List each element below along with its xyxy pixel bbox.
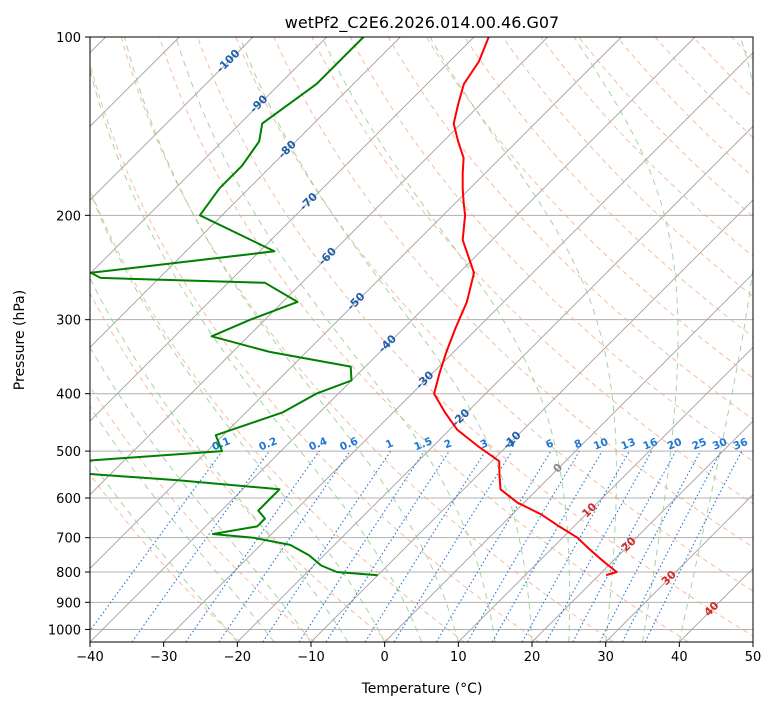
mixing-ratio-label: 8: [573, 437, 584, 451]
isotherm-label: 0: [551, 461, 566, 476]
isotherm-line: [311, 37, 775, 642]
isotherm-line: [385, 37, 775, 642]
mixing-ratio-label: 1: [384, 437, 395, 451]
moist-adiabat-line: [125, 37, 459, 642]
mixing-ratio-label: 2: [442, 437, 453, 451]
isotherm-label: -50: [344, 290, 367, 313]
mixing-ratio-label: 16: [641, 436, 659, 453]
mixing-ratio-label: 13: [619, 436, 637, 453]
moist-adiabat-line: [83, 37, 422, 642]
isotherm-label: -90: [247, 92, 270, 115]
mixing-ratio-label: 25: [690, 436, 708, 453]
mixing-ratio-label: 10: [592, 436, 610, 453]
dry-adiabat-line: [579, 37, 775, 642]
mixing-ratio-label: 20: [666, 436, 684, 453]
x-tick-label: −40: [76, 650, 103, 665]
dewpoint-profile-line: [48, 37, 378, 575]
moist-adiabat-line: [0, 37, 311, 642]
dry-adiabat-line: [350, 37, 775, 642]
dry-adiabat-line: [655, 37, 775, 642]
x-tick-label: 50: [745, 650, 762, 665]
y-tick-label: 800: [56, 566, 81, 581]
isotherm-line: [0, 37, 474, 642]
mixing-ratio-label: 30: [711, 436, 729, 453]
mixing-ratio-line: [365, 451, 485, 642]
mixing-ratio-label: 36: [732, 436, 750, 453]
profile-series: [48, 37, 617, 575]
isotherm-label: -100: [214, 47, 243, 76]
mixing-ratio-line: [326, 451, 449, 642]
x-tick-label: 0: [381, 650, 389, 665]
isotherm-label: 10: [579, 500, 599, 520]
isotherm-line: [164, 37, 769, 642]
y-tick-label: 200: [56, 209, 81, 224]
mixing-ratio-line: [436, 451, 551, 642]
isotherm-label: -20: [449, 406, 472, 429]
y-tick-label: 1000: [48, 623, 81, 638]
moist-adiabat-line: [430, 37, 617, 642]
y-tick-label: 700: [56, 532, 81, 547]
y-tick-label: 300: [56, 314, 81, 329]
isotherm-line: [679, 37, 775, 642]
mixing-ratio-line: [219, 451, 350, 642]
mixing-ratio-line: [468, 451, 580, 642]
x-tick-label: −30: [150, 650, 177, 665]
mixing-ratio-line: [522, 451, 629, 642]
x-tick-label: 30: [597, 650, 614, 665]
y-tick-label: 500: [56, 445, 81, 460]
dry-adiabat-line: [465, 37, 775, 642]
isotherm-label: -30: [413, 368, 436, 391]
isotherm-label: -70: [297, 190, 320, 213]
dry-adiabat-line: [388, 37, 775, 642]
dry-adiabat-line: [0, 37, 240, 642]
dry-adiabat-line: [426, 37, 775, 642]
moist-adiabat-line: [0, 37, 237, 642]
mixing-ratio-line: [82, 451, 223, 642]
dry-adiabat-line: [236, 37, 775, 642]
dry-adiabat-line: [693, 37, 775, 642]
y-axis-label: Pressure (hPa): [12, 290, 28, 390]
isotherm-label: -80: [276, 138, 299, 161]
mixing-ratio-label: 3: [479, 437, 490, 451]
moist-adiabat-line: [322, 37, 570, 642]
x-tick-label: 40: [671, 650, 688, 665]
isotherm-label: -60: [316, 245, 339, 268]
isotherm-label: 30: [659, 568, 679, 588]
y-tick-label: 100: [56, 31, 81, 46]
isotherm-line: [753, 37, 775, 642]
y-tick-label: 900: [56, 596, 81, 611]
y-tick-label: 600: [56, 492, 81, 507]
isotherm-label: -10: [500, 428, 523, 451]
x-tick-label: 10: [450, 650, 467, 665]
isotherm-line: [0, 37, 400, 642]
isotherm-label: 40: [702, 599, 722, 619]
isotherm-line: [458, 37, 775, 642]
dry-adiabat-line: [0, 37, 315, 642]
mixing-ratio-line: [600, 451, 701, 642]
moist-adiabat-line: [17, 37, 348, 642]
isotherm-line: [0, 37, 327, 642]
moist-adiabat-line: [0, 37, 274, 642]
dry-adiabat-line: [770, 37, 775, 642]
isotherm-line: [0, 37, 548, 642]
isotherm-label: -40: [376, 332, 399, 355]
y-tick-label: 400: [56, 388, 81, 403]
x-tick-label: 20: [524, 650, 541, 665]
dry-adiabat-line: [7, 37, 389, 642]
chart-title: wetPf2_C2E6.2026.014.00.46.G07: [285, 13, 559, 33]
temperature-profile-line: [434, 37, 617, 575]
dry-adiabat-line: [160, 37, 689, 642]
isotherm-line: [237, 37, 775, 642]
mixing-ratio-line: [263, 451, 391, 642]
x-axis-label: Temperature (°C): [361, 681, 483, 697]
x-tick-label: −10: [297, 650, 324, 665]
x-tick-label: −20: [224, 650, 251, 665]
